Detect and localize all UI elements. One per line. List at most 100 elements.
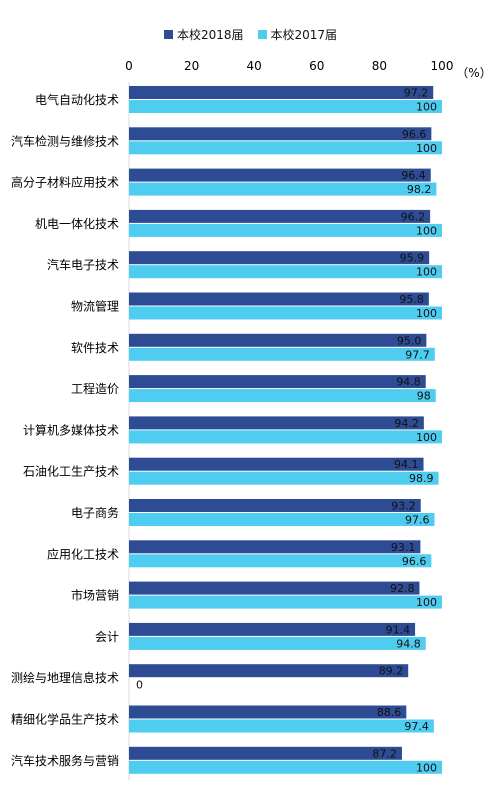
bar-2018 [129, 375, 426, 389]
legend-swatch-2018 [163, 30, 173, 39]
data-label-2018: 94.2 [394, 417, 419, 430]
bar-2018 [129, 540, 421, 554]
category-label: 电气自动化技术 [35, 92, 119, 107]
bar-2017 [129, 471, 439, 485]
data-label-2018: 96.2 [401, 210, 426, 223]
data-label-2018: 96.4 [401, 169, 426, 182]
category-label: 精细化学品生产技术 [11, 712, 119, 727]
data-label-2017: 100 [416, 142, 437, 155]
category-label: 汽车检测与维修技术 [11, 133, 119, 148]
data-label-2017: 98 [417, 390, 431, 403]
x-tick-label: 60 [309, 59, 324, 73]
data-label-2018: 93.2 [391, 500, 416, 513]
category-label: 应用化工技术 [47, 546, 119, 561]
data-label-2018: 97.2 [404, 87, 429, 100]
data-label-2018: 96.6 [402, 128, 427, 141]
data-label-2017: 97.7 [405, 348, 430, 361]
x-tick-label: 20 [184, 59, 199, 73]
bars [129, 86, 442, 774]
bar-2018 [129, 499, 421, 512]
data-label-2017: 98.2 [407, 183, 432, 196]
bar-2018 [129, 416, 424, 430]
data-label-2017: 97.6 [405, 514, 430, 527]
data-label-2018: 95.9 [400, 252, 425, 265]
data-label-2018: 91.4 [386, 623, 411, 636]
bar-2017 [129, 182, 437, 196]
data-label-2017: 100 [416, 431, 437, 444]
bar-2018 [129, 86, 434, 99]
x-tick-label: 100 [431, 59, 454, 73]
data-label-2018: 92.8 [390, 582, 415, 595]
bar-2018 [129, 705, 407, 719]
category-label: 汽车技术服务与营销 [11, 753, 119, 768]
data-label-2018: 94.8 [396, 376, 421, 389]
category-label: 高分子材料应用技术 [11, 175, 119, 190]
data-label-2018: 88.6 [377, 706, 402, 719]
data-label-2017: 100 [416, 101, 437, 114]
x-tick-label: 0 [125, 59, 133, 73]
data-label-2017: 100 [416, 266, 437, 279]
bar-2018 [129, 251, 430, 265]
bar-2017 [129, 719, 434, 733]
category-label: 机电一体化技术 [35, 217, 119, 231]
data-label-2018: 87.2 [372, 747, 397, 760]
data-label-2017: 97.4 [404, 720, 429, 733]
category-label: 物流管理 [71, 299, 119, 314]
data-label-2017: 0 [136, 679, 143, 692]
category-label: 工程造价 [71, 381, 119, 396]
bar-2017 [129, 636, 426, 650]
bar-2018 [129, 168, 431, 182]
legend-item-2018: 本校2018届 [163, 26, 244, 43]
category-label: 石油化工生产技术 [23, 465, 119, 479]
data-label-2018: 93.1 [391, 541, 416, 554]
bar-2017 [129, 554, 432, 568]
bar-2017 [129, 141, 442, 155]
data-labels: 97.210096.610096.498.296.210095.910095.8… [136, 87, 437, 775]
bar-2017 [129, 389, 436, 403]
bar-2018 [129, 292, 429, 306]
bar-2017 [129, 223, 442, 237]
bar-2018 [129, 457, 424, 471]
bar-2017 [129, 306, 442, 320]
data-label-2017: 98.9 [409, 472, 434, 485]
category-label: 市场营销 [71, 588, 119, 603]
data-label-2017: 100 [416, 761, 437, 774]
bar-2018 [129, 333, 427, 347]
bar-2017 [129, 513, 435, 526]
data-label-2017: 100 [416, 596, 437, 609]
category-label: 计算机多媒体技术 [23, 422, 119, 437]
x-tick-label: 40 [247, 59, 262, 73]
bar-2017 [129, 760, 442, 774]
category-label: 会计 [95, 630, 119, 644]
legend-swatch-2017 [257, 30, 267, 39]
category-labels: 电气自动化技术汽车检测与维修技术高分子材料应用技术机电一体化技术汽车电子技术物流… [11, 92, 119, 768]
category-label: 电子商务 [71, 505, 119, 520]
category-label: 软件技术 [71, 341, 119, 355]
bar-2018 [129, 664, 409, 678]
data-label-2017: 100 [416, 224, 437, 237]
data-label-2017: 100 [416, 307, 437, 320]
data-label-2017: 94.8 [396, 637, 421, 650]
unit-label: （%） [456, 66, 491, 80]
x-tick-label: 80 [372, 59, 387, 73]
legend: 本校2018届 本校2017届 [0, 26, 501, 43]
bar-2018 [129, 581, 420, 595]
category-label: 测绘与地理信息技术 [11, 670, 119, 685]
bar-2017 [129, 595, 442, 609]
data-label-2018: 89.2 [379, 665, 404, 678]
bar-2017 [129, 265, 442, 279]
bar-2017 [129, 347, 435, 361]
bar-2017 [129, 100, 442, 113]
legend-label-2017: 本校2017届 [270, 28, 338, 42]
bar-2018 [129, 746, 402, 760]
bar-2018 [129, 127, 432, 141]
bar-2018 [129, 209, 431, 223]
legend-item-2017: 本校2017届 [257, 26, 338, 43]
legend-label-2018: 本校2018届 [176, 28, 244, 42]
data-label-2018: 95.8 [399, 293, 424, 306]
category-label: 汽车电子技术 [47, 257, 119, 272]
data-label-2018: 95.0 [397, 334, 422, 347]
data-label-2017: 96.6 [402, 555, 427, 568]
bar-2017 [129, 430, 442, 444]
